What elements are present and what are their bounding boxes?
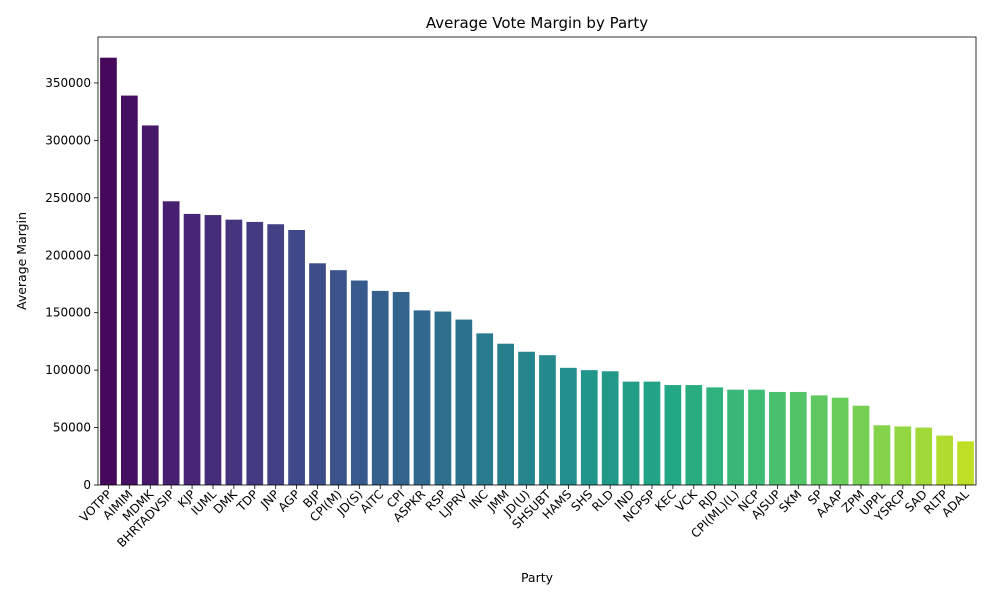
- bar-aitc: [371, 290, 389, 485]
- bar-cpi-m: [330, 270, 347, 485]
- bar-tdp: [246, 221, 264, 485]
- bar-ysrcp: [894, 426, 912, 485]
- bar-sp: [810, 395, 828, 485]
- y-tick-label: 50000: [53, 421, 91, 435]
- bar-votpp: [100, 57, 117, 486]
- y-tick-label: 300000: [45, 133, 91, 147]
- y-tick-label: 0: [83, 478, 91, 492]
- bar-skm: [789, 391, 807, 485]
- bar-ncp: [748, 389, 765, 485]
- bar-rltp: [936, 435, 953, 485]
- bar-vck: [685, 385, 703, 485]
- bar-cpi-ml-l: [727, 389, 744, 485]
- y-axis-title: Average Margin: [14, 212, 29, 310]
- x-tick-label: AGP: [275, 487, 302, 514]
- bar-uppl: [873, 425, 891, 485]
- bar-mdmk: [141, 125, 159, 485]
- bar-aspkr: [413, 310, 431, 485]
- bar-cpi: [392, 292, 410, 485]
- bar-inc: [476, 333, 494, 485]
- bar-jd-s: [350, 280, 368, 485]
- bar-jd-u: [518, 351, 535, 485]
- bar-kec: [664, 385, 682, 485]
- bar-ljprv: [455, 319, 473, 485]
- bar-ncpsp: [643, 381, 661, 485]
- bar-rsp: [434, 311, 452, 485]
- bar-kjp: [183, 213, 201, 485]
- bar-rjd: [706, 387, 724, 485]
- chart-title: Average Vote Margin by Party: [426, 14, 648, 32]
- bar-bhrtadvsip: [162, 201, 180, 485]
- x-tick-label: SHS: [568, 487, 595, 514]
- bar-zpm: [852, 405, 870, 485]
- bar-ajsup: [769, 391, 786, 485]
- bar-dmk: [225, 219, 243, 485]
- x-tick-label: AITC: [358, 487, 387, 516]
- bar-agp: [288, 229, 305, 485]
- x-axis: VOTPPAIMIMMDMKBHRTADVSIPKJPIUMLDMKTDPJNP…: [77, 485, 972, 550]
- y-axis: 0 50000 100000 150000 200000 250000 300000 3500…: [45, 76, 98, 492]
- y-tick-label: 150000: [45, 306, 91, 320]
- bar-sad: [915, 427, 933, 485]
- bars-group: [100, 57, 974, 486]
- bar-rld: [601, 371, 619, 485]
- x-axis-title: Party: [521, 570, 554, 585]
- y-tick-label: 250000: [45, 191, 91, 205]
- bar-shs: [580, 370, 598, 485]
- bar-jnp: [267, 224, 285, 486]
- y-tick-label: 200000: [45, 248, 91, 262]
- bar-bjp: [309, 263, 326, 485]
- x-tick-label: SKM: [776, 487, 804, 515]
- x-tick-label: KEC: [652, 487, 679, 514]
- bar-aimim: [121, 95, 138, 485]
- x-tick-label: TDP: [233, 487, 260, 514]
- bar-aaap: [831, 397, 849, 485]
- bar-shsubt: [539, 355, 556, 485]
- bar-adal: [957, 441, 974, 485]
- y-tick-label: 100000: [45, 363, 91, 377]
- y-tick-label: 350000: [45, 76, 91, 90]
- bar-hams: [560, 367, 577, 485]
- bar-ind: [622, 381, 640, 485]
- plot-frame: [97, 36, 977, 486]
- bar-jmm: [497, 343, 514, 485]
- x-tick-label: RLD: [589, 487, 616, 514]
- bar-iuml: [204, 215, 222, 486]
